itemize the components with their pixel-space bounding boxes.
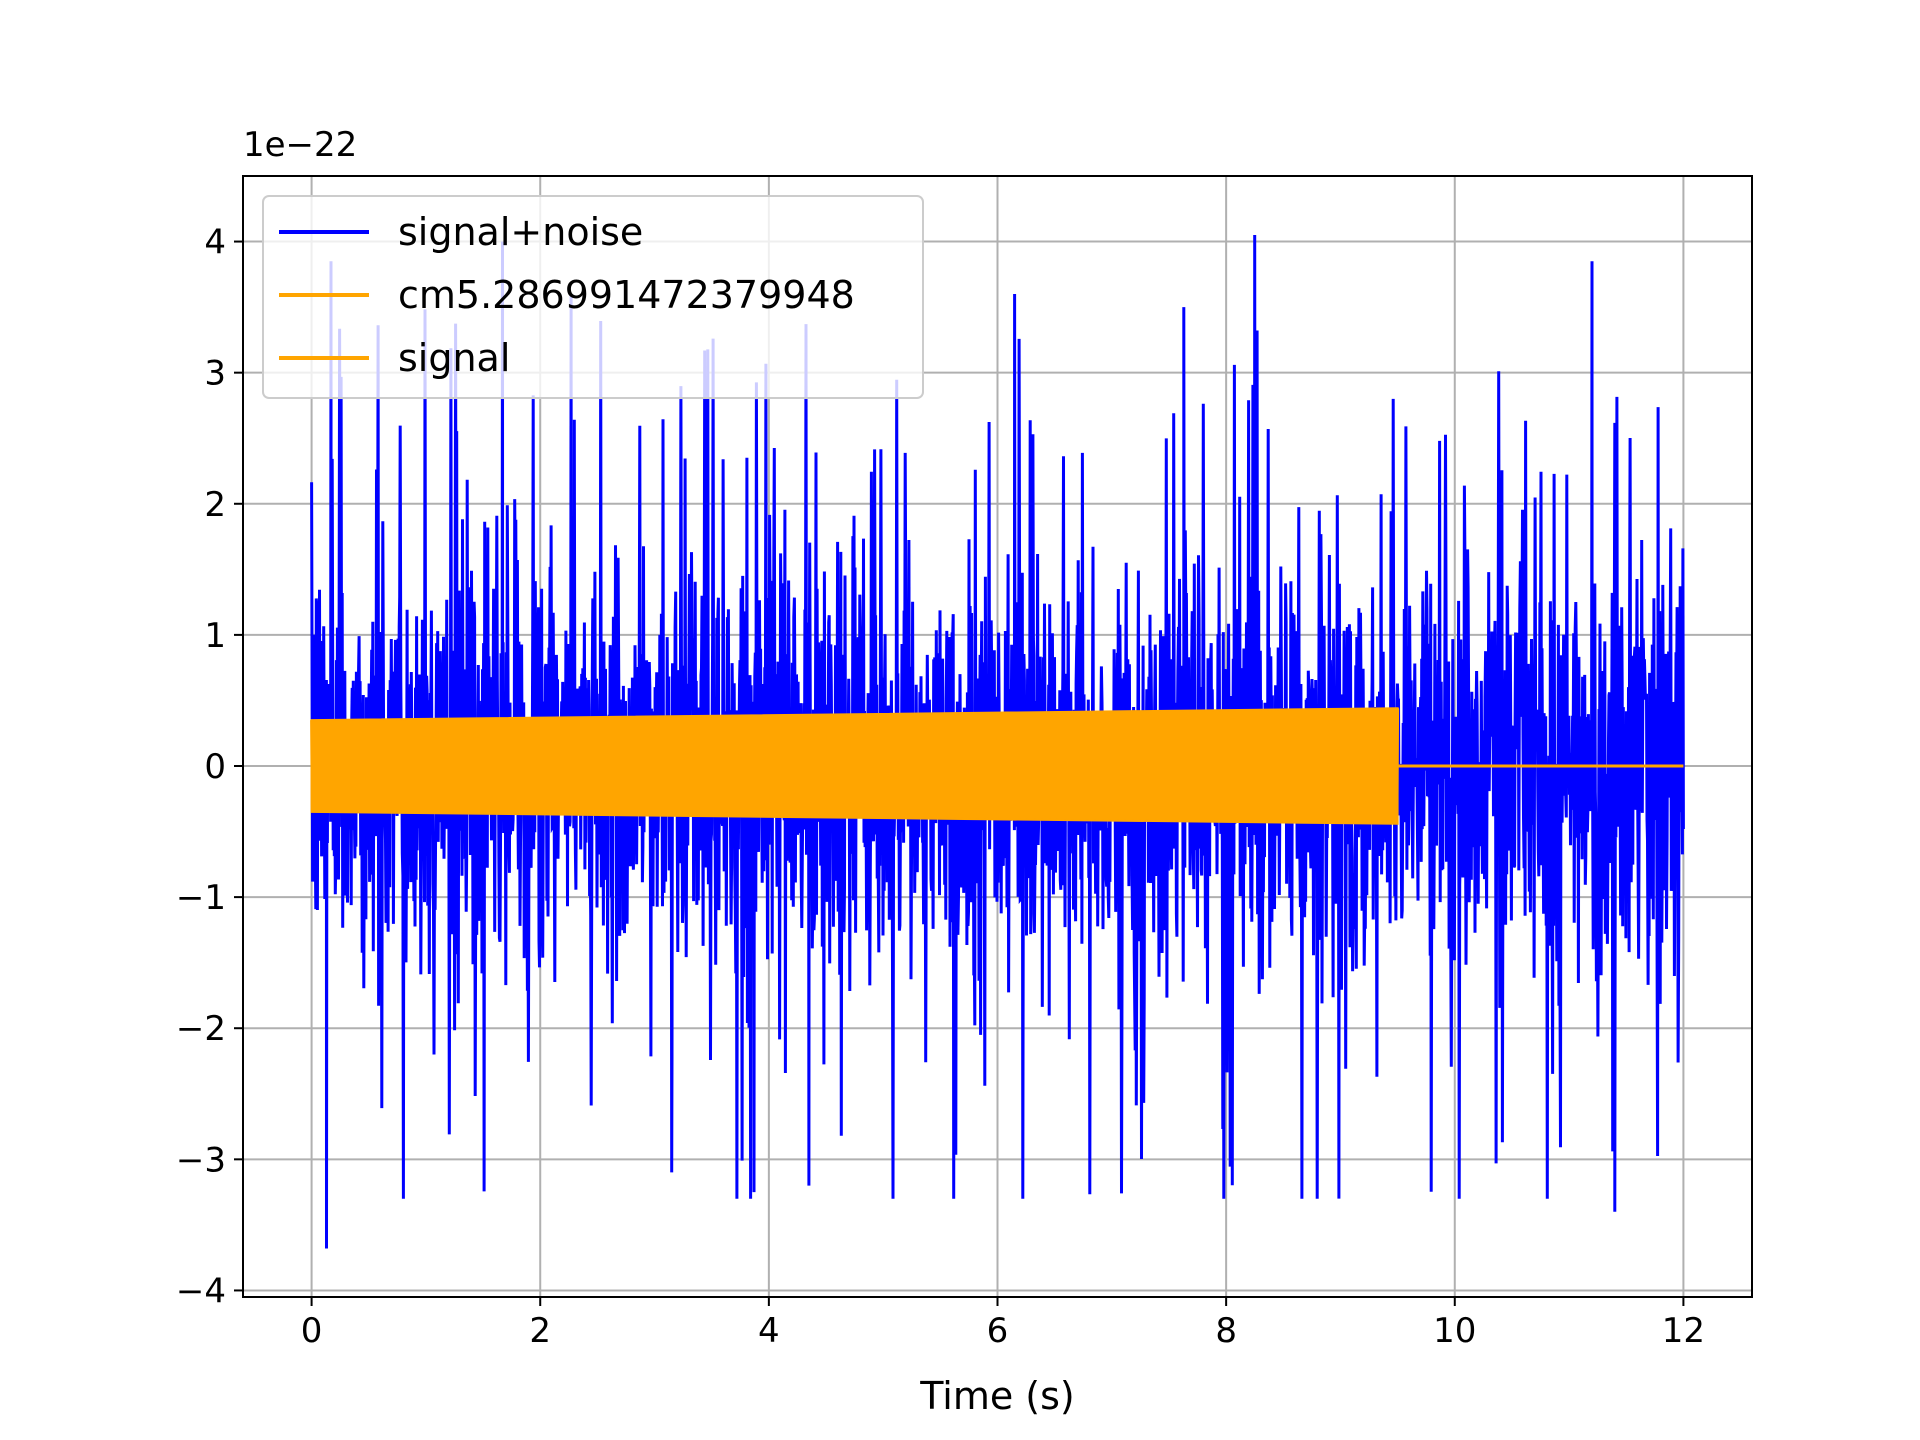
x-tick-label: 2 — [529, 1311, 551, 1351]
y-tick-label: −1 — [176, 878, 226, 918]
y-tick-label: 0 — [204, 747, 226, 787]
legend: signal+noise cm5.286991472379948 signal — [262, 195, 924, 399]
x-tick-label: 4 — [758, 1311, 780, 1351]
y-tick-label: 3 — [204, 354, 226, 394]
x-tick-label: 8 — [1215, 1311, 1237, 1351]
legend-box — [262, 195, 924, 399]
plot-area — [310, 234, 1685, 1249]
legend-label: signal — [398, 336, 510, 380]
x-tick-label: 12 — [1662, 1311, 1705, 1351]
y-tick-label: 2 — [204, 485, 226, 525]
legend-label: signal+noise — [398, 210, 643, 254]
x-tick-label: 6 — [987, 1311, 1009, 1351]
x-axis-label: Time (s) — [919, 1374, 1075, 1418]
y-tick-label: −2 — [176, 1009, 226, 1049]
y-tick-label: −4 — [176, 1271, 226, 1311]
series-signal-band — [310, 707, 1399, 825]
x-tick-label: 0 — [301, 1311, 323, 1351]
legend-label: cm5.286991472379948 — [398, 273, 855, 317]
y-tick-label: −3 — [176, 1140, 226, 1180]
series-signal-noise-line — [310, 234, 1685, 1249]
y-offset-label: 1e−22 — [243, 125, 357, 165]
plot-lines — [310, 234, 1685, 1249]
x-tick-label: 10 — [1433, 1311, 1476, 1351]
y-tick-label: 1 — [204, 616, 226, 656]
y-tick-label: 4 — [204, 223, 226, 263]
